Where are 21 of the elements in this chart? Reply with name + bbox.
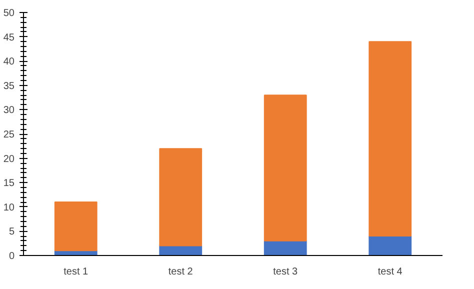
x-tick-label: test 3 <box>273 266 298 278</box>
bar <box>264 94 307 242</box>
y-tick-label: 0 <box>8 251 15 262</box>
bar <box>368 41 412 237</box>
bar <box>54 202 98 252</box>
y-tick-label: 25 <box>3 130 15 140</box>
y-tick-label: 50 <box>3 8 15 19</box>
x-tick-label: test 1 <box>64 266 89 278</box>
y-tick-label: 45 <box>3 32 15 44</box>
y-tick-label: 40 <box>3 56 15 68</box>
y-tick-label: 30 <box>3 105 15 116</box>
y-tick-label: 5 <box>8 226 15 238</box>
bar <box>264 240 307 256</box>
bar <box>368 236 412 256</box>
y-tick-label: 20 <box>3 154 15 165</box>
x-tick-label: test 2 <box>168 266 194 278</box>
y-tick-label: 15 <box>3 178 15 190</box>
y-tick-label: 35 <box>3 80 15 92</box>
bar <box>159 148 202 246</box>
y-tick-label: 10 <box>3 202 15 214</box>
x-tick-label: test 4 <box>378 266 403 278</box>
